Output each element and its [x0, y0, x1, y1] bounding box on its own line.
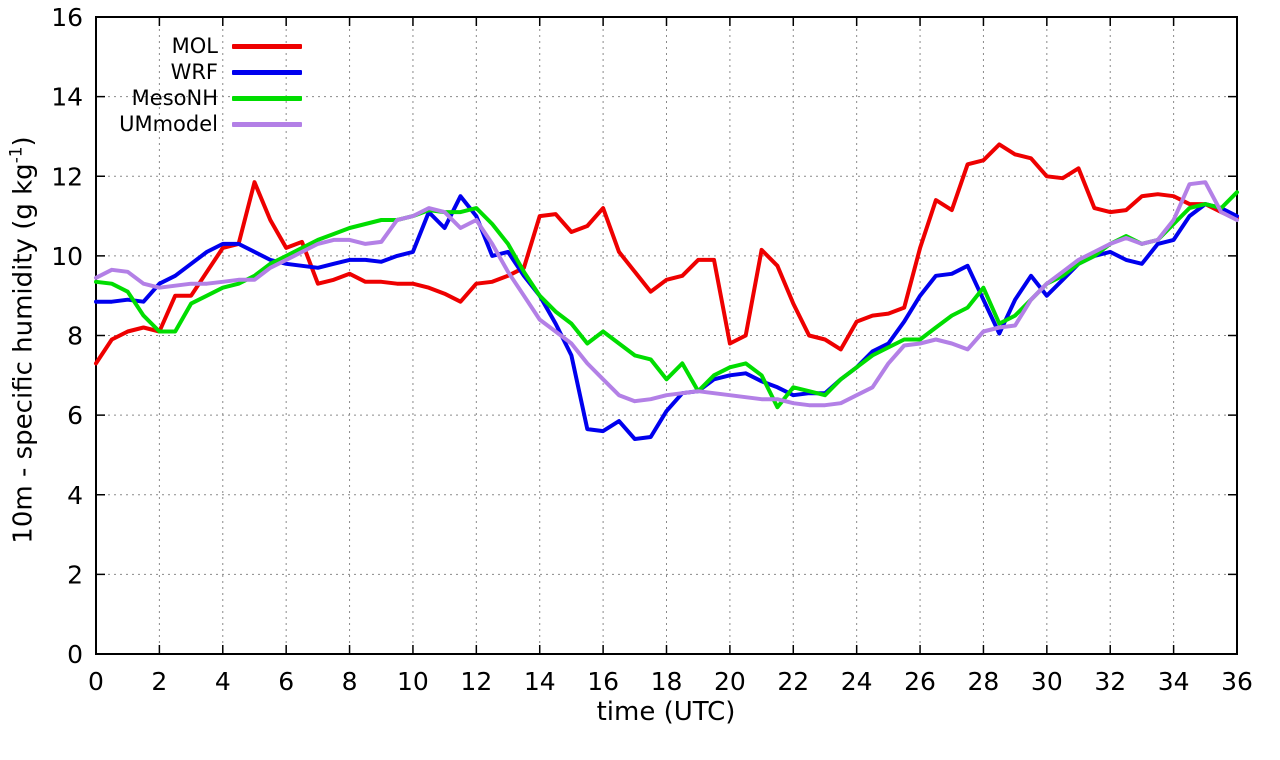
legend: MOL WRF MesoNH UMmodel: [118, 33, 302, 137]
y-tick-label-12: 12: [51, 162, 83, 191]
y-axis-title: 10m - specific humidity (g kg-1): [6, 136, 39, 543]
y-tick-label-0: 0: [67, 640, 83, 669]
x-tick-label-10: 10: [397, 667, 429, 696]
x-tick-label-6: 6: [278, 667, 294, 696]
y-tick-label-10: 10: [51, 242, 83, 271]
series-line-UMmodel: [94, 180, 1239, 408]
y-tick-label-6: 6: [67, 401, 83, 430]
y-axis-title-suffix: ): [8, 136, 39, 147]
x-tick-label-0: 0: [88, 667, 104, 696]
legend-label-mol: MOL: [171, 34, 218, 58]
legend-line-sample-ummodel: [232, 121, 302, 127]
y-tick-label-8: 8: [67, 322, 83, 351]
x-tick-label-8: 8: [342, 667, 358, 696]
x-tick-label-14: 14: [524, 667, 556, 696]
x-tick-label-16: 16: [587, 667, 619, 696]
legend-label-wrf: WRF: [170, 60, 218, 84]
legend-item-mesonh: MesoNH: [118, 85, 302, 111]
x-axis-title: time (UTC): [596, 697, 736, 727]
legend-item-mol: MOL: [118, 33, 302, 59]
legend-label-mesonh: MesoNH: [131, 86, 218, 110]
legend-item-ummodel: UMmodel: [118, 111, 302, 137]
x-tick-label-20: 20: [714, 667, 746, 696]
y-tick-label-2: 2: [67, 560, 83, 589]
x-tick-label-22: 22: [777, 667, 809, 696]
x-tick-label-26: 26: [904, 667, 936, 696]
series-line-WRF: [94, 194, 1239, 441]
legend-line-sample-mesonh: [232, 95, 302, 101]
y-axis-title-superscript: -1: [5, 146, 26, 164]
x-tick-label-36: 36: [1221, 667, 1253, 696]
x-tick-label-12: 12: [460, 667, 492, 696]
y-tick-label-14: 14: [51, 83, 83, 112]
legend-line-sample-mol: [232, 43, 302, 49]
y-axis-title-prefix: 10m - specific humidity (g kg: [8, 163, 39, 544]
x-tick-label-34: 34: [1158, 667, 1190, 696]
x-tick-label-32: 32: [1094, 667, 1126, 696]
x-tick-label-18: 18: [651, 667, 683, 696]
series-line-MOL: [94, 142, 1239, 366]
x-tick-label-30: 30: [1031, 667, 1063, 696]
x-tick-label-2: 2: [151, 667, 167, 696]
x-tick-label-24: 24: [841, 667, 873, 696]
plot-border: [95, 16, 1238, 655]
y-tick-label-4: 4: [67, 481, 83, 510]
x-tick-label-28: 28: [968, 667, 1000, 696]
legend-label-ummodel: UMmodel: [119, 112, 218, 136]
x-tick-label-4: 4: [215, 667, 231, 696]
legend-item-wrf: WRF: [118, 59, 302, 85]
y-tick-label-16: 16: [51, 3, 83, 32]
legend-line-sample-wrf: [232, 69, 302, 75]
